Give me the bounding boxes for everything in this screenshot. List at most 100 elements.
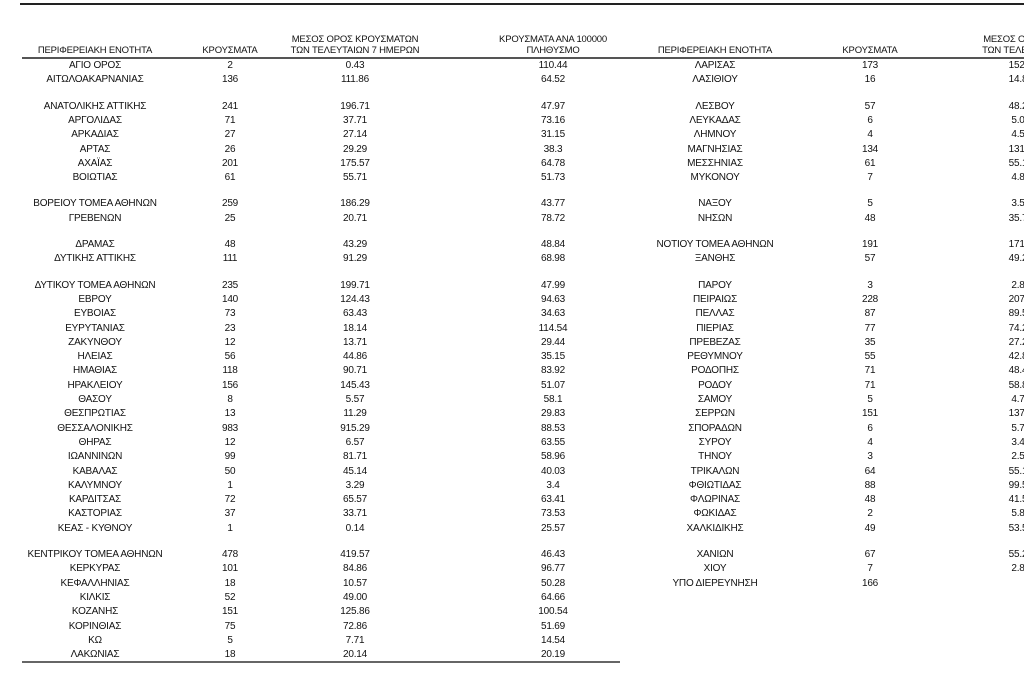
row-avg-7day: 27.2 [1008,336,1024,348]
row-avg-7day: 4.8 [1011,172,1024,184]
header-per-100k-line2: ΠΛΗΘΥΣΜΟ [526,45,580,56]
row-region: ΛΑΚΩΝΙΑΣ [70,649,120,661]
row-per-100k: 73.53 [540,508,566,520]
header-rule [22,57,1024,59]
row-region: ΠΕΙΡΑΙΩΣ [692,293,738,305]
row-cases: 71 [864,379,876,391]
row-region: ΛΑΡΙΣΑΣ [694,60,736,71]
row-region: ΑΓΙΟ ΟΡΟΣ [68,60,122,71]
row-region: ΘΑΣΟΥ [78,394,112,405]
row-avg-7day: 2.5 [1011,451,1024,463]
row-avg-7day: 7.71 [345,634,365,646]
row-per-100k: 51.73 [540,172,566,184]
row-region: ΧΑΝΙΩΝ [696,549,734,560]
row-cases: 151 [861,408,879,420]
row-avg-7day: 14.8 [1008,74,1024,86]
row-avg-7day: 18.14 [342,322,368,334]
header-avg-7day-line2: ΤΩΝ ΤΕΛΕΥΤΑΙΩΝ 7 ΗΜΕΡΩΝ [290,45,420,56]
row-region: ΘΕΣΣΑΛΟΝΙΚΗΣ [57,422,133,434]
row-avg-7day: 49.00 [342,591,368,603]
row-cases: 5 [867,198,873,210]
header-cases: ΚΡΟΥΣΜΑΤΑ [202,45,258,56]
row-cases: 75 [224,620,236,632]
row-cases: 1 [227,479,233,491]
row-avg-7day: 3.5 [1011,198,1024,210]
row-avg-7day: 137. [1008,408,1024,420]
row-avg-7day: 111.86 [341,74,369,86]
row-cases: 64 [864,465,876,477]
row-region: ΦΩΚΙΔΑΣ [693,508,737,520]
row-region: ΚΑΛΥΜΝΟΥ [67,479,123,491]
row-cases: 259 [221,198,239,210]
row-region: ΧΙΟΥ [703,563,727,575]
row-avg-7day: 49.2 [1008,253,1024,265]
row-per-100k: 43.77 [540,198,566,210]
row-cases: 77 [864,322,876,334]
row-cases: 1 [227,522,233,534]
row-region: ΗΡΑΚΛΕΙΟΥ [67,379,123,391]
row-per-100k: 58.96 [540,451,566,463]
row-region: ΛΗΜΝΟΥ [693,129,737,141]
row-cases: 35 [864,336,876,348]
row-region: ΤΗΝΟΥ [698,451,732,463]
row-cases: 136 [221,74,239,86]
row-avg-7day: 5.8 [1011,508,1024,520]
row-region: ΡΕΘΥΜΝΟΥ [687,351,743,363]
row-cases: 3 [867,279,873,291]
row-region: ΡΟΔΟΠΗΣ [691,365,739,377]
row-region: ΕΥΒΟΙΑΣ [73,308,117,320]
row-cases: 140 [221,293,239,305]
bottom-rule [22,661,620,663]
row-avg-7day: 152. [1008,60,1024,71]
row-per-100k: 58.1 [543,394,563,405]
row-per-100k: 50.28 [540,577,566,589]
row-cases: 101 [221,563,239,575]
row-cases: 134 [861,143,879,155]
row-avg-7day: 20.71 [342,212,368,224]
row-region: ΙΩΑΝΝΙΝΩΝ [67,451,123,463]
row-avg-7day: 55.71 [342,172,368,184]
row-region: ΣΠΟΡΑΔΩΝ [688,422,742,434]
row-cases: 478 [221,549,239,560]
row-avg-7day: 27.14 [342,129,368,141]
row-cases: 2 [227,60,233,71]
row-per-100k: 64.78 [540,157,566,169]
row-per-100k: 46.43 [540,549,566,560]
row-avg-7day: 74.2 [1008,322,1024,334]
row-region: ΣΑΜΟΥ [697,394,733,405]
row-avg-7day: 37.71 [342,114,368,126]
row-region: ΠΑΡΟΥ [698,279,732,291]
row-region: ΥΠΟ ΔΙΕΡΕΥΝΗΣΗ [672,577,758,589]
row-cases: 4 [867,436,873,448]
row-cases: 48 [864,494,876,506]
row-region: ΝΑΞΟΥ [698,198,732,210]
row-region: ΚΕΡΚΥΡΑΣ [69,563,121,575]
row-region: ΚΕΝΤΡΙΚΟΥ ΤΟΜΕΑ ΑΘΗΝΩΝ [27,549,163,560]
row-cases: 56 [224,351,236,363]
row-per-100k: 68.98 [540,253,566,265]
row-per-100k: 34.63 [540,308,566,320]
row-avg-7day: 84.86 [342,563,368,575]
row-avg-7day: 29.29 [342,143,368,155]
row-cases: 55 [864,351,876,363]
row-cases: 3 [867,451,873,463]
row-region: ΠΕΛΛΑΣ [695,308,735,320]
row-region: ΑΡΤΑΣ [79,143,111,155]
header-region: ΠΕΡΙΦΕΡΕΙΑΚΗ ΕΝΟΤΗΤΑ [37,45,153,56]
row-cases: 18 [224,649,236,661]
top-rule [20,3,1024,5]
row-region: ΚΙΛΚΙΣ [79,591,111,603]
row-region: ΠΡΕΒΕΖΑΣ [689,336,741,348]
row-region: ΚΟΖΑΝΗΣ [71,606,119,618]
row-per-100k: 48.84 [540,239,566,250]
row-avg-7day: 131. [1008,143,1024,155]
row-cases: 57 [864,100,876,112]
row-avg-7day: 13.71 [342,336,368,348]
row-region: ΧΑΛΚΙΔΙΚΗΣ [686,522,744,534]
row-avg-7day: 99.5 [1008,479,1024,491]
row-cases: 48 [864,212,876,224]
row-per-100k: 47.99 [540,279,566,291]
row-region: ΗΜΑΘΙΑΣ [72,365,118,377]
row-per-100k: 40.03 [540,465,566,477]
row-avg-7day: 171. [1008,239,1024,250]
